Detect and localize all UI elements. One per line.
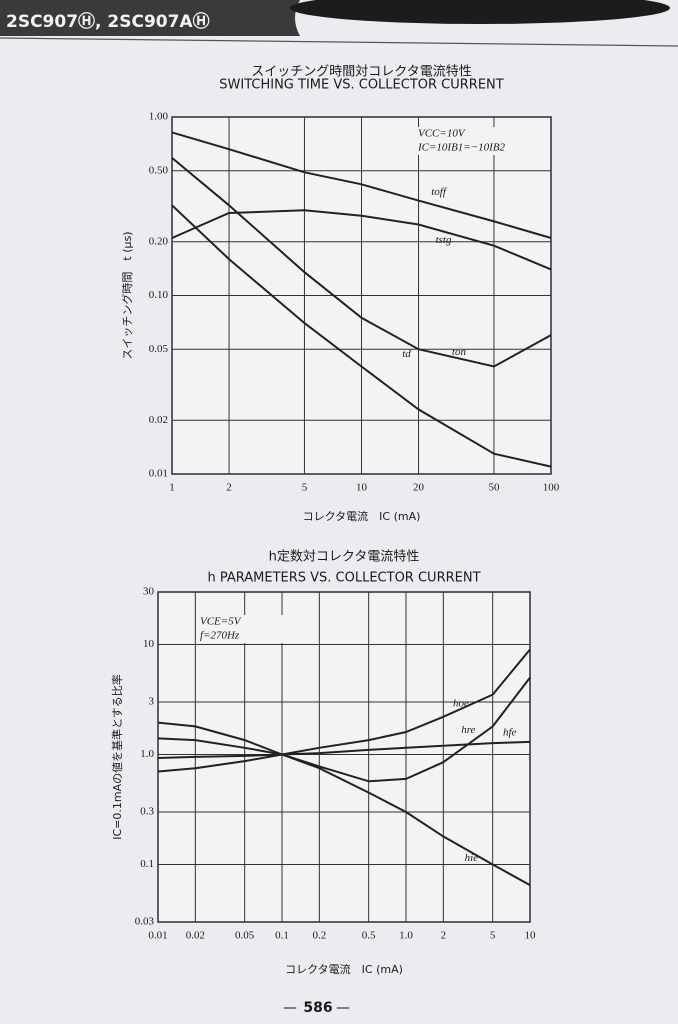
y-tick-label: 0.10	[149, 289, 169, 301]
series-label: tstg	[436, 234, 452, 246]
annotation-bg	[198, 615, 316, 629]
y-tick-label: 1.00	[149, 111, 169, 123]
x-tick-label: 20	[413, 482, 425, 494]
y-tick-label: 0.1	[140, 858, 154, 870]
header-bar	[0, 0, 300, 36]
y-tick-label: 3	[149, 696, 155, 708]
series-line	[157, 721, 531, 886]
x-tick-label: 0.01	[148, 930, 167, 942]
y-tick-label: 0.01	[149, 468, 168, 480]
series-label: hie	[465, 852, 479, 864]
y-tick-label: 30	[143, 586, 155, 598]
annotation: IC=10IB1=−10IB2	[417, 142, 506, 154]
y-tick-label: 0.3	[140, 806, 154, 818]
chart-title: SWITCHING TIME VS. COLLECTOR CURRENT	[219, 78, 504, 93]
x-axis-label: コレクタ電流 IC (mA)	[285, 962, 403, 976]
x-tick-label: 5	[490, 930, 496, 942]
header-ellipse	[290, 0, 670, 24]
series-label: hoe	[453, 698, 469, 710]
series-line	[157, 740, 531, 759]
x-tick-label: 5	[302, 482, 308, 494]
chart-title-ja: スイッチング時間対コレクタ電流特性	[251, 65, 471, 80]
x-tick-label: 100	[543, 482, 560, 494]
x-axis-label: コレクタ電流 IC (mA)	[303, 509, 421, 523]
page-dash: —	[336, 1000, 350, 1016]
x-tick-label: 50	[488, 482, 500, 494]
y-tick-label: 0.50	[149, 164, 169, 176]
annotation-bg	[198, 629, 316, 643]
series-label: toff	[431, 186, 448, 198]
annotation: f=270Hz	[200, 630, 240, 642]
y-tick-label: 0.20	[149, 235, 169, 247]
y-tick-label: 0.02	[149, 414, 168, 426]
y-axis-label: スイッチング時間 t (μs)	[120, 231, 134, 359]
series-line	[171, 131, 552, 239]
annotation-bg	[416, 127, 534, 141]
x-tick-label: 2	[226, 482, 232, 494]
x-tick-label: 10	[525, 930, 537, 942]
y-axis-label: IC=0.1mAの値を基準とする比率	[110, 674, 124, 840]
y-tick-label: 10	[143, 638, 155, 650]
series-line	[171, 209, 552, 271]
header-rule	[0, 37, 678, 47]
x-tick-label: 0.1	[275, 930, 289, 942]
page-dash: —	[283, 1000, 297, 1016]
series-label: ton	[452, 346, 467, 358]
x-tick-label: 10	[356, 482, 368, 494]
series-line	[171, 157, 552, 368]
x-tick-label: 0.5	[362, 930, 376, 942]
y-tick-label: 0.05	[149, 343, 169, 355]
x-tick-label: 0.02	[186, 930, 205, 942]
header-text: 2SC907Ⓗ, 2SC907AⒽ	[6, 11, 210, 32]
x-tick-label: 1.0	[399, 930, 413, 942]
y-tick-label: 0.03	[135, 916, 155, 928]
page-number: 586	[303, 1000, 332, 1016]
x-tick-label: 1	[169, 482, 175, 494]
series-label: hfe	[503, 727, 517, 739]
series-line	[171, 204, 552, 468]
chart-title: h PARAMETERS VS. COLLECTOR CURRENT	[207, 571, 480, 586]
chart-title-ja: h定数対コレクタ電流特性	[269, 550, 420, 565]
series-label: hre	[461, 724, 475, 736]
x-tick-label: 0.05	[235, 930, 255, 942]
annotation: VCC=10V	[418, 128, 466, 140]
annotation-bg	[416, 141, 534, 155]
y-tick-label: 1.0	[140, 748, 154, 760]
x-tick-label: 2	[441, 930, 447, 942]
series-line	[157, 648, 531, 773]
series-label: td	[402, 348, 411, 360]
x-tick-label: 0.2	[312, 930, 326, 942]
annotation: VCE=5V	[200, 616, 242, 628]
